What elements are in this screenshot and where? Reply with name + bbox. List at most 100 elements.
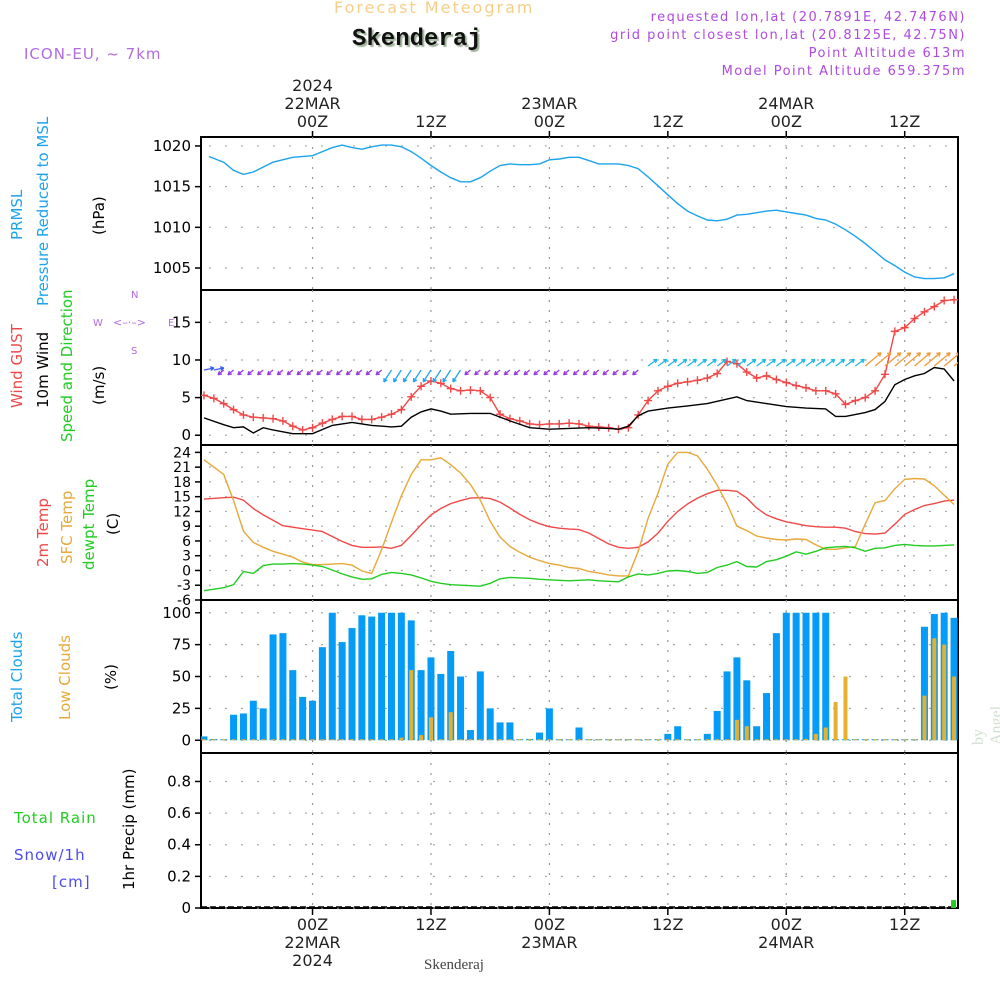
low-clouds-bar [912,739,917,741]
gust-marker [545,419,554,428]
low-clouds-bar [458,739,463,741]
gust-marker [792,381,801,390]
wind-direction-arrow [533,369,540,376]
wind-direction-arrow [894,352,912,367]
gust-marker [387,410,396,419]
total-clouds-bar [427,657,435,741]
wind-direction-arrow [736,358,747,367]
temp-ytick-label: 21 [173,460,191,476]
gust-marker [950,295,958,304]
wind-direction-arrow [553,369,560,376]
total-clouds-bar [387,612,395,741]
low-clouds-bar [507,739,512,741]
top-time-label: 2024 [292,76,333,95]
precip-ytick-label: 0.2 [167,867,191,885]
gust-marker [328,415,337,424]
temp-ytick-label: 12 [173,504,191,520]
low-clouds-bar [665,739,670,741]
wind-direction-arrow [864,352,882,367]
wind-direction-arrow [393,369,402,383]
requested-coords: requested lon,lat (20.7891E, 42.7476N) [650,10,966,25]
low-clouds-bar [952,676,957,741]
top-time-label: 12Z [652,112,683,131]
wind-direction-arrow [845,358,856,367]
gust-marker [565,419,574,428]
wind-direction-arrow [924,352,941,367]
gust-marker [219,399,228,408]
low-clouds-bar [892,739,897,741]
gust-marker [772,375,781,384]
low-clouds-bar [369,739,374,741]
low-clouds-bar [280,739,285,741]
wind-direction-arrow [785,358,796,367]
low-clouds-bar [320,739,325,741]
gust-marker [436,379,445,388]
top-time-label: 00Z [297,112,328,131]
total-clouds-bar [920,626,928,741]
low-clouds-bar [201,739,206,741]
model-point-altitude: Model Point Altitude 659.375m [721,64,966,79]
wind-direction-arrow [513,369,521,376]
gust-marker [555,419,564,428]
grid-point-coords: grid point closest lon,lat (20.8125E, 42… [610,28,966,43]
gust-marker [348,412,357,421]
low-clouds-bar [419,735,424,741]
low-clouds-bar [241,739,246,741]
low-clouds-bar [813,733,818,741]
low-clouds-bar [636,739,641,741]
total-clouds-bar [0,613,7,741]
gust-marker [476,386,485,395]
wind-direction-arrow [227,369,234,376]
wind-direction-arrow [464,369,471,376]
total-clouds-bar [802,612,810,741]
low-clouds-bar [0,708,4,740]
bottom-time-label: 22MAR [284,933,340,952]
low-clouds-bar [794,739,799,741]
meteogram-title: Forecast Meteogram [334,0,535,17]
total-clouds-bar [536,732,544,741]
wind-direction-arrow [503,369,511,376]
gust-marker [930,302,939,311]
total-clouds-bar [338,642,346,741]
low-clouds-bar [517,739,522,741]
wind-direction-arrow [326,369,333,376]
2m-temp-line [203,489,955,550]
low-clouds-bar [290,739,295,741]
wind-direction-arrow [706,358,717,367]
temp-ytick-label: 9 [182,519,191,535]
low-clouds-bar [784,739,789,741]
pressure-ytick-label: 1020 [153,137,191,155]
gust-marker [811,386,820,395]
total-clouds-bar [289,670,297,741]
wind-direction-arrow [432,369,442,383]
dewpt-temp-line [203,543,955,592]
gust-marker [644,396,653,405]
wind-direction-arrow [795,358,806,367]
gust-marker [742,368,751,377]
total-clouds-bar [328,612,336,741]
gust-marker [880,370,889,379]
wind-direction-arrow [612,369,619,376]
low-clouds-bar [764,739,769,741]
rain-label: Total Rain [14,809,97,827]
wind-ytick-label: 10 [172,351,191,369]
total-clouds-bar [239,713,247,741]
total-clouds-bar [496,722,504,741]
total-clouds-bar [447,651,455,741]
low-clouds-bar [853,739,858,741]
wind-direction-arrow [825,358,836,367]
pressure-ytick-label: 1010 [153,218,191,236]
gust-marker [683,377,692,386]
gust-marker [713,369,722,378]
wind-direction-arrow [203,366,215,372]
gust-marker [841,400,850,409]
clouds-ytick-label: 100 [162,604,191,622]
gust-marker [802,383,811,392]
wind-direction-arrow [746,358,757,367]
wind-direction-arrow [716,358,727,367]
gust-marker [466,386,475,395]
wind-direction-arrow [452,369,462,383]
snow-unit-label: [cm] [52,873,91,891]
gust-marker [308,423,317,432]
top-time-label: 22MAR [284,94,340,113]
